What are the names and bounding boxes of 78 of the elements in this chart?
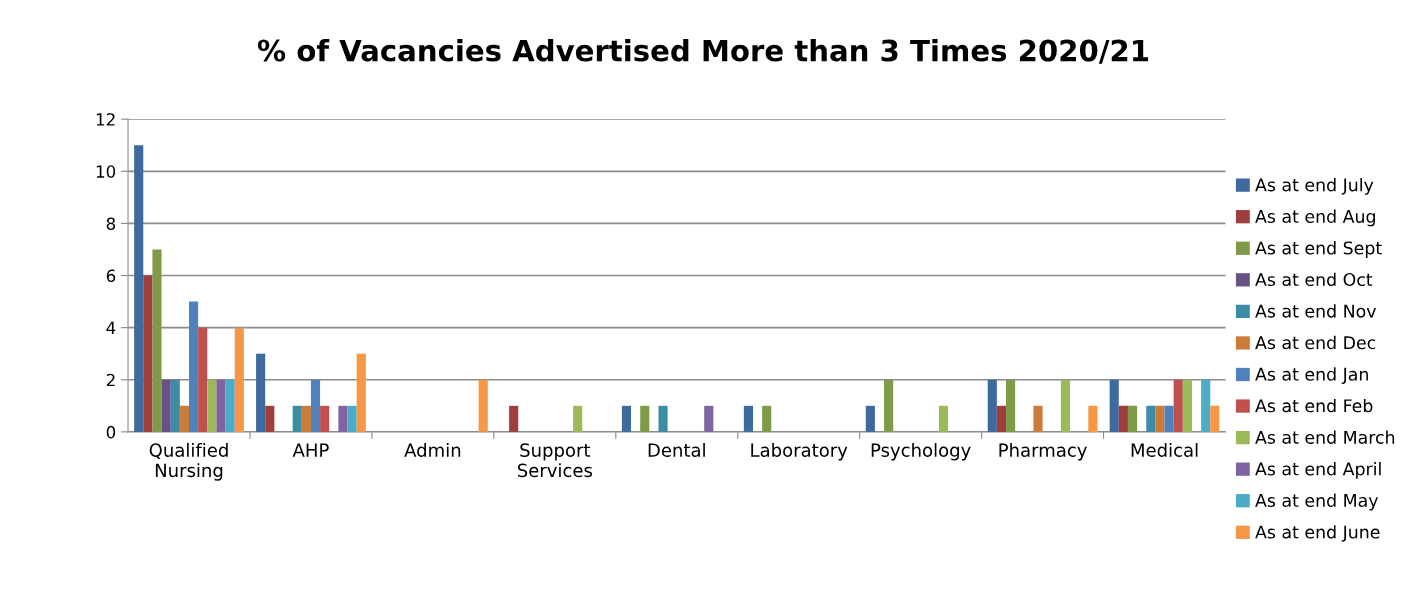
bar [310, 379, 321, 432]
bar [198, 327, 208, 432]
x-tick-label: Support Services [517, 443, 593, 478]
legend-label: As at end Sept [1255, 241, 1382, 258]
bar [152, 249, 162, 432]
bar [478, 379, 488, 432]
legend-label: As at end Feb [1255, 398, 1373, 413]
chart-title: % of Vacancies Advertised More than 3 Times 2020/21 [257, 38, 1149, 64]
legend-label: As at end June [1255, 525, 1380, 542]
bar [1146, 405, 1156, 432]
bar [1118, 405, 1128, 432]
bar [996, 405, 1007, 432]
bar [1060, 379, 1071, 432]
bar [573, 405, 583, 432]
legend-label: As at end Jan [1255, 367, 1368, 384]
bar [1201, 379, 1211, 432]
bar [292, 405, 302, 432]
bar [265, 405, 275, 432]
legend-label: As at end Dec [1255, 335, 1376, 350]
bar [1006, 379, 1016, 432]
bar [1088, 405, 1098, 432]
legend-label: As at end Aug [1255, 209, 1375, 227]
bar [1164, 405, 1174, 432]
legend-label: As at end March [1255, 430, 1395, 444]
y-tick-label: 12 [96, 113, 115, 126]
x-tick-label: Laboratory [751, 442, 848, 461]
legend-label: As at end July [1255, 177, 1374, 195]
x-tick-label: Psychology [871, 442, 971, 461]
x-tick-label: Qualified Nursing [149, 442, 228, 481]
x-tick-label: Pharmacy [999, 442, 1087, 461]
bar [170, 379, 180, 432]
y-tick-label: 6 [106, 269, 116, 283]
x-tick-label: Admin [404, 442, 461, 457]
bar [658, 405, 668, 432]
bar [1182, 379, 1192, 432]
bar [704, 405, 714, 432]
bar [884, 379, 894, 432]
bar [189, 301, 199, 432]
y-tick-label: 2 [106, 373, 115, 387]
bar [207, 379, 217, 432]
bar [1033, 405, 1043, 432]
bar [179, 405, 190, 432]
bar [621, 405, 632, 432]
x-tick-label: AHP [292, 443, 329, 457]
bar [640, 405, 650, 432]
bar [356, 353, 366, 432]
bar [320, 405, 330, 432]
bar [1127, 405, 1138, 432]
bar [1109, 379, 1119, 432]
bar [1173, 379, 1183, 432]
bar [216, 379, 226, 432]
bar [987, 379, 997, 432]
bar [1210, 405, 1220, 432]
x-tick-label: Dental [648, 442, 705, 457]
legend-label: As at end April [1255, 462, 1381, 479]
y-tick-label: 4 [106, 321, 116, 334]
bar [938, 405, 949, 432]
bar [509, 405, 519, 432]
legend-label: As at end Nov [1255, 304, 1377, 318]
bar [743, 405, 753, 432]
bar [256, 353, 266, 432]
bar [762, 405, 772, 432]
legend-label: As at end May [1255, 493, 1379, 511]
bar [347, 405, 357, 432]
bar [338, 405, 348, 432]
y-tick-label: 10 [96, 165, 116, 178]
bar [225, 379, 235, 432]
legend-label: As at end Oct [1255, 272, 1373, 287]
bar [865, 405, 875, 432]
x-tick-label: Medical [1131, 442, 1198, 457]
bar [134, 145, 144, 432]
bar [1155, 405, 1165, 432]
y-tick-label: 0 [106, 425, 116, 439]
bar [161, 379, 171, 432]
bar [301, 405, 311, 432]
y-tick-label: 8 [106, 217, 116, 230]
bar [143, 275, 153, 432]
bar [234, 327, 244, 432]
